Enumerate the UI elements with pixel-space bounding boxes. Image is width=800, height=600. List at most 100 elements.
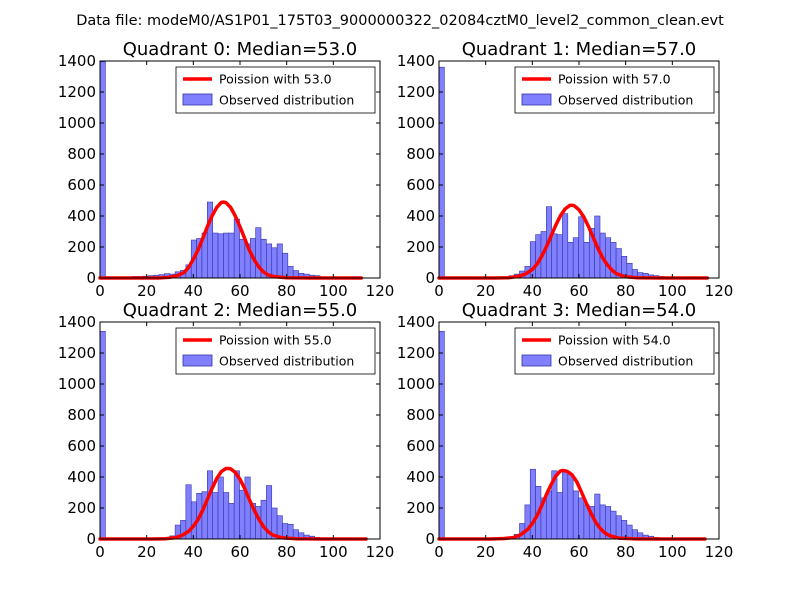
- histogram-bar: [562, 470, 569, 540]
- subplot-title: Quadrant 0: Median=53.0: [123, 39, 358, 60]
- histogram-bar: [239, 238, 246, 279]
- histogram-bar: [556, 234, 563, 279]
- x-tick-label: 80: [616, 282, 635, 300]
- poisson-fit-line: [98, 200, 364, 280]
- y-tick-label: 600: [406, 176, 435, 194]
- x-tick-label: 60: [569, 282, 588, 300]
- legend-label-poisson: Poission with 54.0: [558, 333, 671, 348]
- x-tick-label: 20: [476, 543, 495, 561]
- x-tick-label: 40: [184, 543, 203, 561]
- legend-label-observed: Observed distribution: [558, 93, 693, 108]
- histogram-bars: [438, 330, 671, 540]
- histogram-bar: [572, 237, 579, 279]
- subplot-title: Quadrant 1: Median=57.0: [462, 39, 697, 60]
- histogram-bar: [228, 232, 235, 279]
- y-tick-label: 1200: [397, 344, 435, 362]
- y-tick-label: 1200: [58, 344, 96, 362]
- x-tick-label: 60: [230, 543, 249, 561]
- histogram-bar: [583, 242, 590, 279]
- y-tick-label: 400: [67, 468, 96, 486]
- histogram-bar: [567, 242, 574, 279]
- y-tick-label: 800: [406, 406, 435, 424]
- x-tick-label: 100: [319, 282, 348, 300]
- legend-bar-swatch: [521, 354, 552, 367]
- histogram-bar: [578, 497, 585, 540]
- y-tick-label: 1400: [397, 313, 435, 331]
- x-tick-label: 40: [523, 543, 542, 561]
- histogram-bar: [529, 241, 536, 279]
- legend-label-poisson: Poission with 57.0: [558, 72, 671, 87]
- x-tick-label: 100: [658, 282, 687, 300]
- histogram-bar: [276, 243, 283, 279]
- histogram-bar: [233, 470, 240, 540]
- x-tick-label: 80: [616, 543, 635, 561]
- histogram-bar: [615, 515, 622, 540]
- histogram-bar: [578, 216, 585, 279]
- y-tick-label: 400: [406, 207, 435, 225]
- y-tick-label: 600: [67, 437, 96, 455]
- histogram-bar: [438, 66, 445, 279]
- legend: Poission with 54.0 Observed distribution: [514, 327, 715, 375]
- y-tick-label: 400: [406, 468, 435, 486]
- histogram-bar: [271, 247, 278, 279]
- histogram-bar: [228, 503, 235, 540]
- x-tick-label: 100: [319, 543, 348, 561]
- y-tick-label: 1000: [397, 114, 435, 132]
- y-tick-label: 800: [67, 145, 96, 163]
- histogram-bar: [223, 232, 230, 279]
- x-tick-label: 120: [366, 543, 395, 561]
- x-tick-label: 60: [569, 543, 588, 561]
- y-tick-label: 1200: [58, 83, 96, 101]
- y-tick-label: 200: [406, 499, 435, 517]
- histogram-bar: [572, 490, 579, 540]
- subplot-quadrant-3: 0 20 40 60 80 100 1200200400600800100012001400…: [397, 300, 734, 561]
- histogram-bar: [605, 237, 612, 279]
- x-tick-label: 20: [476, 282, 495, 300]
- y-tick-label: 1400: [397, 52, 435, 70]
- legend: Poission with 55.0 Observed distribution: [175, 327, 376, 375]
- x-tick-label: 120: [366, 282, 395, 300]
- y-tick-label: 0: [425, 269, 435, 287]
- legend: Poission with 53.0 Observed distribution: [175, 66, 376, 114]
- histogram-bar: [207, 470, 213, 540]
- histogram-bar: [239, 489, 246, 540]
- histogram-bar: [223, 492, 230, 540]
- histogram-bar: [212, 492, 219, 540]
- x-tick-label: 40: [523, 282, 542, 300]
- histogram-bar: [244, 476, 251, 540]
- histogram-bar: [567, 473, 574, 540]
- x-tick-label: 60: [230, 282, 249, 300]
- y-tick-label: 600: [67, 176, 96, 194]
- figure-suptitle: Data file: modeM0/AS1P01_175T03_90000003…: [76, 13, 724, 29]
- y-tick-label: 200: [406, 238, 435, 256]
- histogram-bar: [524, 504, 531, 540]
- x-tick-label: 120: [705, 282, 734, 300]
- legend: Poission with 57.0 Observed distribution: [514, 66, 715, 114]
- x-tick-label: 0: [434, 543, 444, 561]
- histogram-bar: [546, 490, 552, 540]
- legend-label-observed: Observed distribution: [219, 93, 354, 108]
- x-tick-label: 0: [434, 282, 444, 300]
- x-tick-label: 80: [277, 543, 296, 561]
- y-tick-label: 800: [67, 406, 96, 424]
- y-tick-label: 1000: [58, 375, 96, 393]
- y-tick-label: 0: [86, 530, 96, 548]
- y-tick-label: 200: [67, 238, 96, 256]
- x-tick-label: 40: [184, 282, 203, 300]
- histogram-bar: [562, 213, 569, 279]
- poisson-fit-line: [437, 468, 707, 541]
- y-tick-label: 800: [406, 145, 435, 163]
- legend-label-observed: Observed distribution: [219, 354, 354, 369]
- histogram-bar: [212, 232, 219, 279]
- histogram-bar: [556, 492, 563, 540]
- x-tick-label: 20: [137, 282, 156, 300]
- y-tick-label: 1200: [397, 83, 435, 101]
- histogram-bar: [529, 468, 536, 540]
- x-tick-label: 0: [95, 282, 105, 300]
- x-tick-label: 80: [277, 282, 296, 300]
- histogram-bar: [217, 233, 224, 279]
- legend-bar-swatch: [521, 93, 552, 106]
- y-tick-label: 200: [67, 499, 96, 517]
- x-tick-label: 100: [658, 543, 687, 561]
